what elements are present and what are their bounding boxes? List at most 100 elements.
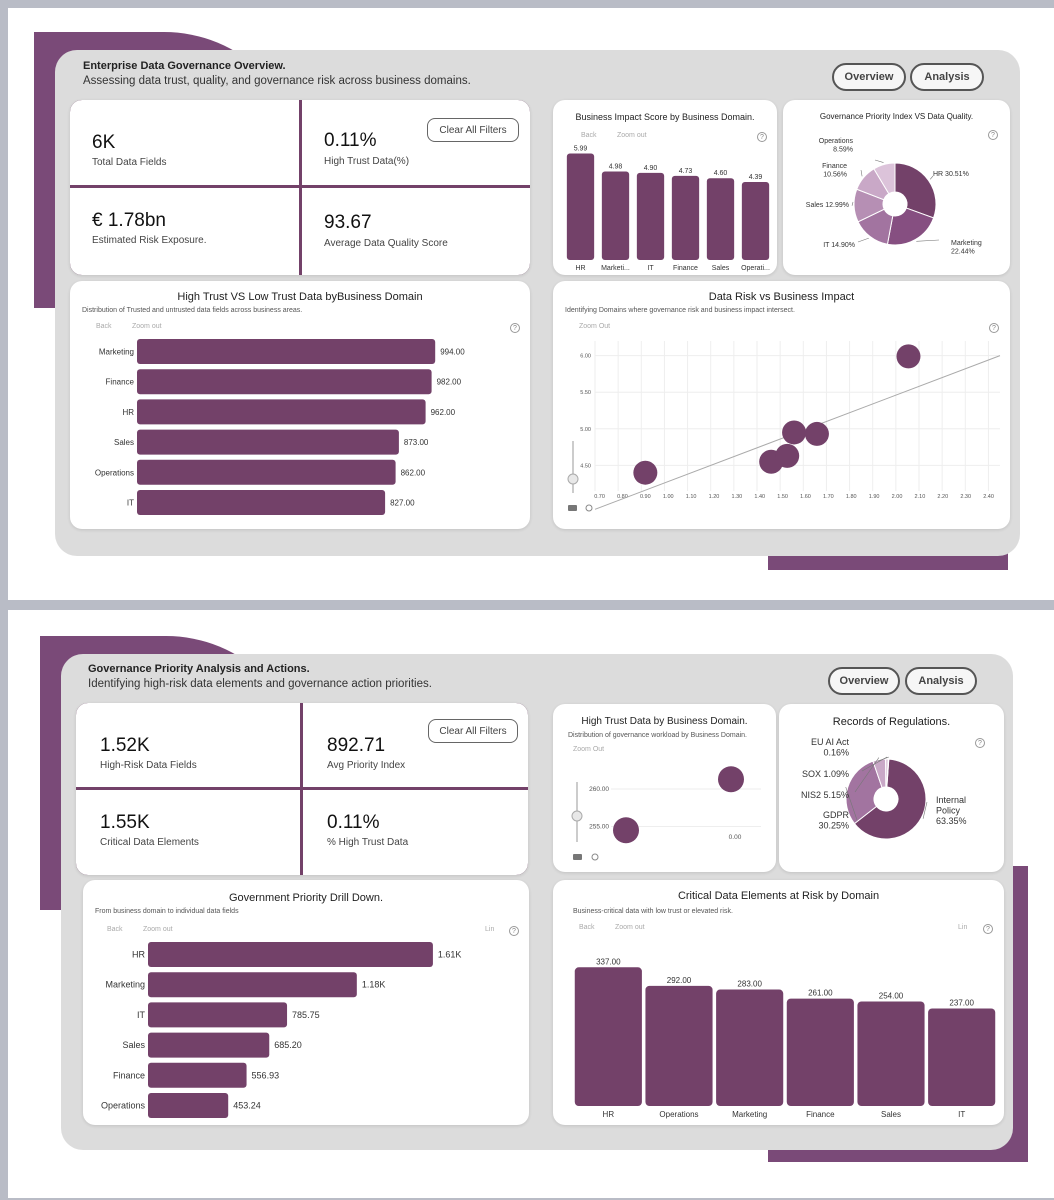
lin-toggle[interactable]: Lin bbox=[958, 924, 968, 931]
overview-nav-button[interactable]: Overview bbox=[832, 63, 906, 91]
total-data-fields-value: 6K bbox=[92, 132, 116, 153]
clear-all-filters-button[interactable]: Clear All Filters bbox=[428, 719, 518, 743]
data-label: 4.39 bbox=[749, 174, 763, 181]
scatter-point-1 bbox=[718, 766, 744, 793]
bar-0 bbox=[574, 967, 642, 1106]
chart-subtitle: Distribution of Trusted and untrusted da… bbox=[82, 307, 303, 314]
data-label: 254.00 bbox=[879, 991, 904, 1000]
category-label: Sales bbox=[712, 265, 730, 272]
slice-label: Sales 12.99% bbox=[806, 202, 849, 209]
data-label: 337.00 bbox=[596, 957, 621, 966]
page-title: Governance Priority Analysis and Actions… bbox=[88, 663, 310, 675]
category-label: Marketing bbox=[732, 1110, 767, 1119]
zoom-out-button[interactable]: Zoom out bbox=[143, 926, 173, 933]
clear-all-filters-button[interactable]: Clear All Filters bbox=[427, 118, 519, 142]
pin-icon bbox=[591, 853, 599, 861]
help-icon[interactable]: ? bbox=[757, 132, 767, 142]
help-icon[interactable]: ? bbox=[988, 130, 998, 140]
high-risk-fields-label: High-Risk Data Fields bbox=[100, 760, 197, 771]
zoom-slider-handle bbox=[567, 473, 579, 485]
scatter-point-4 bbox=[804, 421, 829, 446]
bar-4 bbox=[706, 178, 735, 260]
governance-priority-chart-card: Governance Priority Index VS Data Qualit… bbox=[783, 100, 1010, 275]
analysis-page: Governance Priority Analysis and Actions… bbox=[8, 610, 1054, 1198]
data-label: 994.00 bbox=[440, 348, 465, 357]
back-button[interactable]: Back bbox=[579, 924, 595, 931]
help-icon[interactable]: ? bbox=[510, 323, 520, 333]
bar-2 bbox=[716, 989, 784, 1106]
x-tick-label: 1.30 bbox=[732, 494, 743, 500]
data-label: 982.00 bbox=[437, 378, 462, 387]
data-label: 261.00 bbox=[808, 989, 833, 998]
category-label: Finance bbox=[806, 1110, 835, 1119]
y-tick-label: 255.00 bbox=[589, 824, 609, 831]
data-label: 1.18K bbox=[362, 980, 386, 990]
slice-label: 0.16% bbox=[823, 748, 849, 758]
data-label: 556.93 bbox=[252, 1070, 280, 1080]
x-tick-label: 0.00 bbox=[729, 834, 742, 841]
data-label: 292.00 bbox=[667, 976, 692, 985]
slice-label: IT 14.90% bbox=[823, 242, 855, 249]
bar-1 bbox=[148, 972, 357, 998]
data-label: 4.73 bbox=[679, 168, 693, 175]
pin-icon bbox=[585, 504, 593, 512]
category-label: IT bbox=[127, 499, 134, 508]
priority-drill-chart-card: Government Priority Drill Down. From bus… bbox=[83, 880, 529, 1125]
zoom-out-button[interactable]: Zoom out bbox=[615, 924, 645, 931]
data-label: 873.00 bbox=[404, 438, 429, 447]
help-icon[interactable]: ? bbox=[983, 924, 993, 934]
zoom-out-button[interactable]: Zoom Out bbox=[579, 323, 611, 330]
help-icon[interactable]: ? bbox=[509, 926, 519, 936]
back-button[interactable]: Back bbox=[96, 323, 112, 330]
x-tick-label: 1.60 bbox=[800, 494, 811, 500]
category-label: Sales bbox=[122, 1040, 145, 1050]
bar-3 bbox=[671, 175, 700, 260]
leader-line bbox=[929, 175, 934, 180]
slice-label: NIS2 5.15% bbox=[801, 790, 849, 800]
category-label: Finance bbox=[106, 378, 135, 387]
slice-label: Marketing bbox=[951, 240, 982, 247]
zoom-out-button[interactable]: Zoom out bbox=[617, 132, 647, 139]
category-label: IT bbox=[958, 1110, 965, 1119]
category-label: Finance bbox=[113, 1070, 145, 1080]
bar-0 bbox=[137, 339, 436, 364]
bar-2 bbox=[148, 1002, 288, 1028]
risk-impact-chart-card: Data Risk vs Business Impact Identifying… bbox=[553, 281, 1010, 529]
bar-1 bbox=[601, 171, 630, 260]
slice-label: Internal bbox=[936, 795, 966, 805]
chart-title: Data Risk vs Business Impact bbox=[708, 291, 855, 303]
zoom-out-button[interactable]: Zoom Out bbox=[573, 746, 605, 753]
chart-subtitle: Business-critical data with low trust or… bbox=[573, 908, 733, 915]
lin-toggle[interactable]: Lin bbox=[485, 926, 495, 933]
x-tick-label: 1.20 bbox=[709, 494, 720, 500]
category-label: Operations bbox=[101, 1101, 146, 1111]
data-label: 1.61K bbox=[438, 950, 462, 960]
back-button[interactable]: Back bbox=[107, 926, 123, 933]
leader-line bbox=[845, 786, 858, 821]
governance-priority-donut-chart: HR 30.51% Marketing 22.44% IT 14.90% Sales 1… bbox=[806, 138, 982, 256]
zoom-out-button[interactable]: Zoom out bbox=[132, 323, 162, 330]
bar-3 bbox=[786, 998, 854, 1106]
chart-title: Government Priority Drill Down. bbox=[228, 892, 384, 904]
help-icon[interactable]: ? bbox=[989, 323, 999, 333]
chart-title: Business Impact Score by Business Domain… bbox=[575, 112, 755, 122]
slice-marketing bbox=[886, 207, 935, 246]
screen-icon bbox=[568, 505, 577, 511]
analysis-nav-button[interactable]: Analysis bbox=[910, 63, 984, 91]
high-trust-percent-value: 0.11% bbox=[327, 812, 380, 833]
overview-nav-button[interactable]: Overview bbox=[828, 667, 900, 695]
priority-drill-bar-chart: HR 1.61K Marketing 1.18K IT 785.75 Sales 685.20… bbox=[101, 942, 462, 1118]
leader-line bbox=[877, 756, 889, 762]
y-tick-label: 5.50 bbox=[580, 390, 591, 396]
avg-quality-score-value: 93.67 bbox=[324, 212, 372, 233]
help-icon[interactable]: ? bbox=[975, 738, 985, 748]
data-label: 237.00 bbox=[949, 998, 974, 1007]
slice-operations bbox=[873, 162, 896, 195]
analysis-nav-button[interactable]: Analysis bbox=[905, 667, 977, 695]
back-button[interactable]: Back bbox=[581, 132, 597, 139]
x-tick-label: 2.40 bbox=[983, 494, 994, 500]
data-label: 453.24 bbox=[233, 1101, 261, 1111]
high-low-trust-bar-chart: Marketing 994.00 Finance 982.00 HR 962.00 Sale… bbox=[95, 339, 465, 515]
scatter-point-2 bbox=[775, 443, 800, 468]
bar-5 bbox=[928, 1008, 996, 1106]
